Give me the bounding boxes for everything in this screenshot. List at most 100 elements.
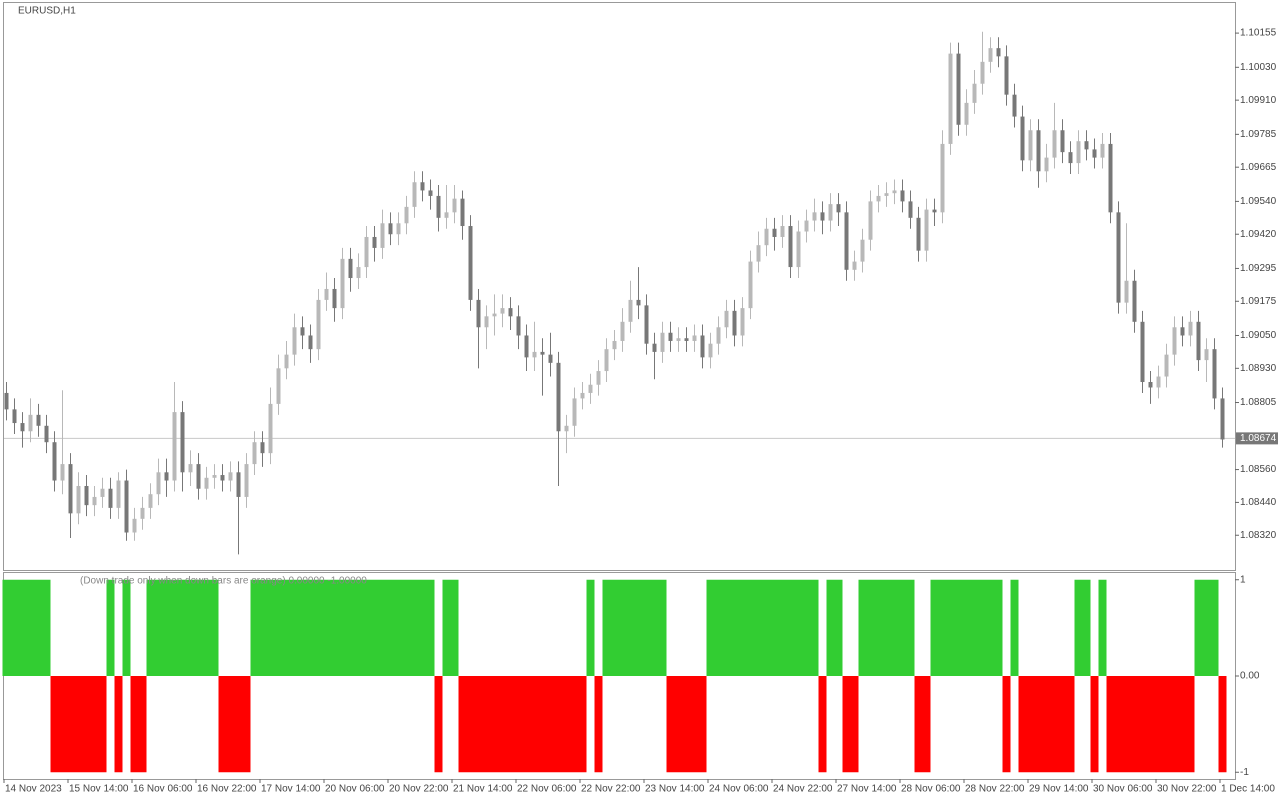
candle-body [612,340,617,350]
signal-bar [498,676,507,773]
candle-body [204,477,209,489]
candle-body [628,299,633,322]
signal-bar [210,579,219,676]
signal-bar [378,579,387,676]
candle-body [716,327,721,344]
signal-bar [594,676,603,773]
candle-body [940,143,945,213]
signal-bar [1194,579,1203,676]
signal-bar [1082,579,1091,676]
candle-body [508,308,513,317]
signal-bar [506,676,515,773]
signal-bar [1210,579,1219,676]
candle-body [92,496,97,506]
signal-bar [362,579,371,676]
candle-body [1052,130,1057,158]
signal-bar [778,579,787,676]
signal-bar [1050,676,1059,773]
signal-bar [1218,676,1227,773]
signal-bar [1002,676,1011,773]
candle-body [844,212,849,270]
signal-bar [546,676,555,773]
x-tick-label: 16 Nov 06:00 [133,784,193,795]
signal-bar [66,676,75,773]
signal-bar [1162,676,1171,773]
signal-bar [898,579,907,676]
candle-body [1156,376,1161,388]
signal-bar [554,676,563,773]
signal-bar [650,579,659,676]
candle-body [892,190,897,194]
candle-body [380,223,385,248]
x-tick-label: 29 Nov 14:00 [1029,784,1089,795]
signal-bar [26,579,35,676]
candle-body [636,299,641,306]
signal-bar [122,579,131,676]
candle-body [532,351,537,358]
signal-bar [1010,579,1019,676]
candle-body [516,316,521,336]
candle-body [20,423,25,432]
candle-body [836,204,841,213]
candle-body [684,338,689,341]
signal-bar [666,676,675,773]
candle-body [444,212,449,218]
y-tick-label: 1.08805 [1240,397,1277,408]
signal-bar [994,579,1003,676]
signal-bar [874,579,883,676]
signal-bar [858,579,867,676]
candle-body [404,206,409,224]
candle-body [796,231,801,268]
signal-bar [690,676,699,773]
signal-bar [946,579,955,676]
signal-bar [570,676,579,773]
signal-bar [794,579,803,676]
candle-body [596,371,601,385]
candle-body [1076,141,1081,164]
candle-body [1108,143,1113,213]
signal-bar [330,579,339,676]
signal-bar [1034,676,1043,773]
candle-body [1204,349,1209,361]
candle-body [972,83,977,103]
signal-bar [322,579,331,676]
signal-bar [930,579,939,676]
signal-bar [258,579,267,676]
candle-body [1020,116,1025,161]
candle-body [220,475,225,481]
signal-bar [738,579,747,676]
candle-body [876,195,881,202]
signal-bar [98,676,107,773]
signal-bar [618,579,627,676]
signal-bar [306,579,315,676]
signal-bar [706,579,715,676]
signal-bar [1066,676,1075,773]
signal-bar [418,579,427,676]
candle-body [748,261,753,309]
y-tick-label: 1.09540 [1240,196,1277,207]
candle-body [564,425,569,432]
candle-body [924,209,929,251]
signal-bar [386,579,395,676]
candle-body [132,518,137,533]
signal-bar [314,579,323,676]
signal-bar [242,676,251,773]
signal-bar [42,579,51,676]
signal-bar [698,676,707,773]
signal-bar [298,579,307,676]
candle-body [252,442,257,465]
signal-bar [274,579,283,676]
candle-body [932,209,937,213]
signal-bar [514,676,523,773]
candle-body [1004,56,1009,95]
y-tick-label: 0.00 [1240,671,1260,682]
signal-bar [578,676,587,773]
signal-bar [754,579,763,676]
candle-body [1180,327,1185,336]
signal-bar [986,579,995,676]
candle-body [236,472,241,497]
candle-body [652,343,657,352]
candle-body [268,403,273,454]
signal-bar [426,579,435,676]
